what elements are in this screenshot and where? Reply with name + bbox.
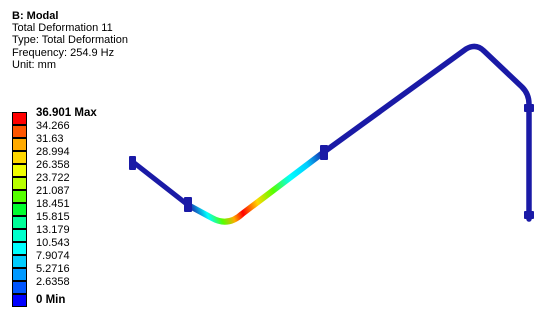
pipe-segment-diagonal xyxy=(321,43,532,222)
legend-swatch xyxy=(12,203,27,216)
result-frequency: Frequency: 254.9 Hz xyxy=(12,46,115,59)
legend-row: 5.2716 xyxy=(12,263,132,281)
legend-label: 21.087 xyxy=(36,185,70,197)
legend-swatch xyxy=(12,281,27,294)
legend-row: 13.179 xyxy=(12,224,132,242)
legend-row: 31.63 xyxy=(12,133,132,151)
legend-label: 36.901 Max xyxy=(36,107,97,119)
legend-label: 10.543 xyxy=(36,237,70,249)
legend-swatch xyxy=(12,125,27,138)
legend-label: 31.63 xyxy=(36,133,64,145)
legend-row: 15.815 xyxy=(12,211,132,229)
legend-row: 28.994 xyxy=(12,146,132,164)
legend-swatch xyxy=(12,216,27,229)
legend-label: 26.358 xyxy=(36,159,70,171)
legend-swatch xyxy=(12,229,27,242)
result-type: Type: Total Deformation xyxy=(12,34,128,47)
legend-label: 5.2716 xyxy=(36,263,70,275)
result-unit: Unit: mm xyxy=(12,58,56,71)
legend-swatch xyxy=(12,112,27,125)
legend-swatch xyxy=(12,164,27,177)
result-info: B: Modal Total Deformation 11 Type: Tota… xyxy=(12,10,128,71)
legend-label: 13.179 xyxy=(36,224,70,236)
flange-left-end xyxy=(129,156,136,170)
analysis-title: B: Modal xyxy=(12,10,59,22)
flange-vertical-top xyxy=(524,104,534,112)
legend-row: 23.722 xyxy=(12,172,132,190)
pipe-segment-deformed xyxy=(185,149,327,225)
legend-label: 2.6358 xyxy=(36,276,70,288)
legend-swatch xyxy=(12,151,27,164)
flange-diagonal-mid xyxy=(320,145,328,160)
legend-label: 15.815 xyxy=(36,211,70,223)
legend-row: 34.266 xyxy=(12,120,132,138)
flange-vertical-bottom xyxy=(524,211,534,219)
flange-left-mid xyxy=(184,197,192,212)
legend-row: 0 Min xyxy=(12,294,132,307)
legend-label: 28.994 xyxy=(36,146,70,158)
legend-swatch xyxy=(12,138,27,151)
legend-label: 7.9074 xyxy=(36,250,70,262)
pipe-segment-left xyxy=(130,159,191,208)
result-name: Total Deformation 11 xyxy=(12,22,113,35)
legend-row: 2.6358 xyxy=(12,276,132,294)
legend-row: 36.901 Max xyxy=(12,107,132,125)
legend-swatch xyxy=(12,268,27,281)
legend-label: 0 Min xyxy=(36,294,66,306)
legend-row: 18.451 xyxy=(12,198,132,216)
legend-label: 23.722 xyxy=(36,172,70,184)
pipe-assembly xyxy=(129,43,534,225)
legend-row: 10.543 xyxy=(12,237,132,255)
legend-swatch xyxy=(12,255,27,268)
legend-swatch xyxy=(12,177,27,190)
legend-swatch xyxy=(12,242,27,255)
legend-label: 18.451 xyxy=(36,198,70,210)
legend-row: 21.087 xyxy=(12,185,132,203)
legend-swatch xyxy=(12,294,27,307)
legend-row: 26.358 xyxy=(12,159,132,177)
legend-row: 7.9074 xyxy=(12,250,132,268)
legend-swatch xyxy=(12,190,27,203)
legend-label: 34.266 xyxy=(36,120,70,132)
